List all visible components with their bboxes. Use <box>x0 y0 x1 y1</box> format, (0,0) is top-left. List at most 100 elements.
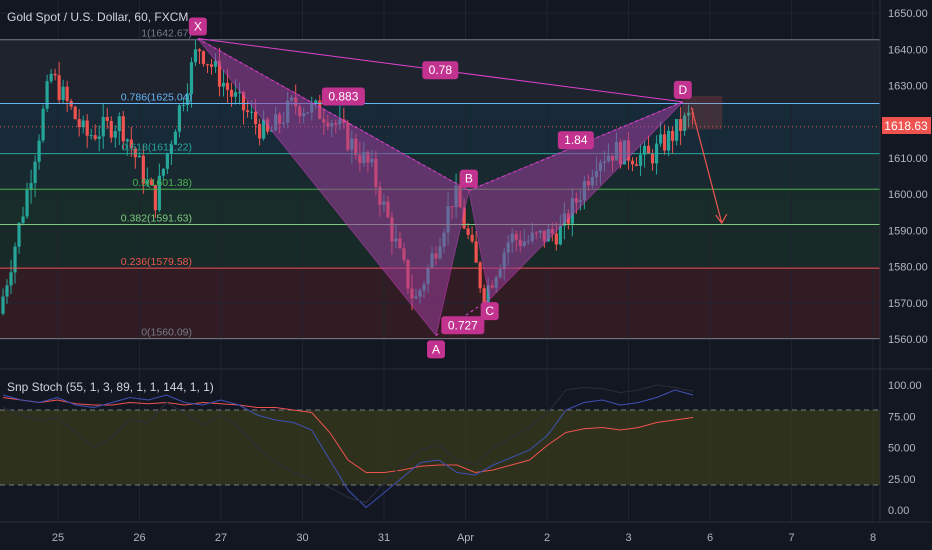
candle[interactable] <box>45 81 49 109</box>
fib-retracement-lines[interactable]: 1(1642.67) 0.786(1625.04) 0.618(1611.22) 0.… <box>0 28 880 340</box>
projection-arrow[interactable] <box>690 107 723 224</box>
candle[interactable] <box>642 145 647 155</box>
candle[interactable] <box>241 91 246 111</box>
candle[interactable] <box>145 180 149 184</box>
candle[interactable] <box>638 154 643 166</box>
candle[interactable] <box>558 225 562 245</box>
stochastic-pane[interactable] <box>0 368 932 509</box>
time-axis-tick: 31 <box>378 532 390 544</box>
candle[interactable] <box>237 91 242 93</box>
candle[interactable] <box>634 164 639 166</box>
candle[interactable] <box>53 73 57 76</box>
candle[interactable] <box>679 119 683 131</box>
candle[interactable] <box>33 161 37 184</box>
candle[interactable] <box>650 153 655 164</box>
candle[interactable] <box>65 86 69 101</box>
candle[interactable] <box>646 145 651 154</box>
candle[interactable] <box>17 223 21 247</box>
candle[interactable] <box>258 124 262 139</box>
candle[interactable] <box>193 49 198 63</box>
candle[interactable] <box>1 296 5 314</box>
candle[interactable] <box>670 130 675 141</box>
candle[interactable] <box>41 108 45 141</box>
candle[interactable] <box>482 288 486 307</box>
candle[interactable] <box>89 135 93 137</box>
candle[interactable] <box>221 82 226 87</box>
candle[interactable] <box>165 153 169 169</box>
candle[interactable] <box>21 216 25 224</box>
candle[interactable] <box>209 64 214 67</box>
candle[interactable] <box>93 135 97 139</box>
stoch-series-line[interactable] <box>2 384 694 504</box>
candle[interactable] <box>683 115 687 131</box>
candle[interactable] <box>189 62 194 95</box>
candle[interactable] <box>554 233 558 245</box>
candle[interactable] <box>462 207 466 229</box>
candle[interactable] <box>77 119 81 128</box>
candle[interactable] <box>157 175 161 211</box>
candle[interactable] <box>169 144 174 154</box>
candle[interactable] <box>85 120 89 136</box>
candle[interactable] <box>173 131 178 145</box>
target-box[interactable] <box>682 95 723 130</box>
candle[interactable] <box>474 241 478 263</box>
stoch-series-line[interactable] <box>2 389 694 509</box>
candle[interactable] <box>181 104 186 106</box>
candle[interactable] <box>185 94 190 105</box>
candle[interactable] <box>121 116 125 142</box>
candle[interactable] <box>666 130 671 151</box>
candle[interactable] <box>61 86 65 100</box>
candle[interactable] <box>13 246 17 273</box>
candle[interactable] <box>233 92 238 97</box>
candle[interactable] <box>262 119 266 139</box>
candle[interactable] <box>117 116 121 132</box>
candle[interactable] <box>49 73 53 82</box>
candle[interactable] <box>658 134 663 144</box>
candle[interactable] <box>125 139 129 142</box>
candle[interactable] <box>630 160 635 165</box>
candle[interactable] <box>675 119 679 141</box>
candle[interactable] <box>105 117 109 121</box>
candle[interactable] <box>478 262 482 289</box>
harmonic-pattern[interactable]: X A B C D 0.78 0.883 0.727 1.84 <box>188 17 728 359</box>
candle[interactable] <box>37 140 41 162</box>
candle[interactable] <box>153 184 157 211</box>
pattern-triangle-xab[interactable] <box>197 38 470 337</box>
candle[interactable] <box>25 189 29 217</box>
candle[interactable] <box>205 64 210 66</box>
candle[interactable] <box>213 60 218 67</box>
candle[interactable] <box>109 120 113 138</box>
candle[interactable] <box>161 168 165 176</box>
candle[interactable] <box>101 117 105 137</box>
candle[interactable] <box>97 136 101 139</box>
candle[interactable] <box>113 131 117 138</box>
candle[interactable] <box>29 183 33 190</box>
candle[interactable] <box>662 134 667 151</box>
candle[interactable] <box>197 49 202 52</box>
candle[interactable] <box>217 60 222 87</box>
candle[interactable] <box>466 228 470 235</box>
candle[interactable] <box>5 285 9 297</box>
candle[interactable] <box>314 100 318 104</box>
candle[interactable] <box>687 112 691 116</box>
candle[interactable] <box>149 180 153 185</box>
candle[interactable] <box>73 106 77 120</box>
candle[interactable] <box>57 75 61 100</box>
candle[interactable] <box>249 111 254 113</box>
candle[interactable] <box>9 272 13 286</box>
candle[interactable] <box>229 89 234 97</box>
candle[interactable] <box>486 285 490 307</box>
candle[interactable] <box>201 51 206 65</box>
stoch-series-line[interactable] <box>2 397 694 474</box>
candle[interactable] <box>245 110 250 113</box>
candle[interactable] <box>177 105 182 132</box>
candle[interactable] <box>254 111 258 125</box>
candle[interactable] <box>129 139 133 149</box>
candle[interactable] <box>225 82 230 90</box>
candle[interactable] <box>133 148 137 158</box>
candle[interactable] <box>81 120 85 128</box>
candle[interactable] <box>137 155 141 158</box>
candle[interactable] <box>470 234 474 242</box>
candle[interactable] <box>141 155 145 184</box>
